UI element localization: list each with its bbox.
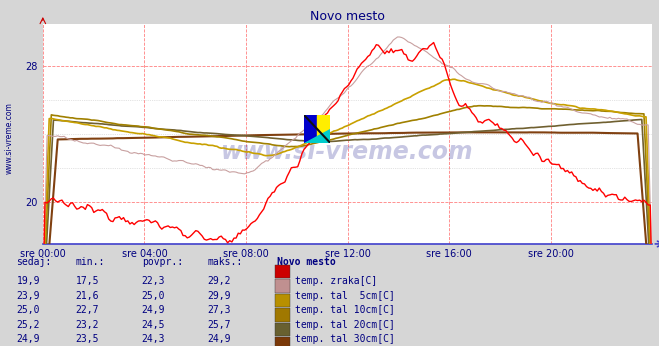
Text: 24,5: 24,5 bbox=[142, 320, 165, 330]
Title: Novo mesto: Novo mesto bbox=[310, 10, 385, 23]
Text: 25,7: 25,7 bbox=[208, 320, 231, 330]
Text: 27,3: 27,3 bbox=[208, 305, 231, 315]
Polygon shape bbox=[304, 129, 330, 143]
Bar bbox=[304, 116, 317, 143]
Text: temp. tal 30cm[C]: temp. tal 30cm[C] bbox=[295, 334, 395, 344]
Text: temp. tal 20cm[C]: temp. tal 20cm[C] bbox=[295, 320, 395, 330]
Text: maks.:: maks.: bbox=[208, 257, 243, 267]
Text: temp. tal 10cm[C]: temp. tal 10cm[C] bbox=[295, 305, 395, 315]
FancyBboxPatch shape bbox=[275, 279, 290, 293]
Text: 23,9: 23,9 bbox=[16, 291, 40, 301]
Text: min.:: min.: bbox=[76, 257, 105, 267]
Text: 25,0: 25,0 bbox=[16, 305, 40, 315]
Text: temp. tal  5cm[C]: temp. tal 5cm[C] bbox=[295, 291, 395, 301]
Text: 29,9: 29,9 bbox=[208, 291, 231, 301]
Text: temp. zraka[C]: temp. zraka[C] bbox=[295, 276, 378, 286]
Text: 24,9: 24,9 bbox=[16, 334, 40, 344]
Text: 29,2: 29,2 bbox=[208, 276, 231, 286]
Text: povpr.:: povpr.: bbox=[142, 257, 183, 267]
Text: www.si-vreme.com: www.si-vreme.com bbox=[221, 140, 474, 164]
Text: 23,2: 23,2 bbox=[76, 320, 100, 330]
Text: www.si-vreme.com: www.si-vreme.com bbox=[5, 102, 14, 174]
Text: Novo mesto: Novo mesto bbox=[277, 257, 335, 267]
FancyBboxPatch shape bbox=[275, 323, 290, 336]
Text: 25,2: 25,2 bbox=[16, 320, 40, 330]
FancyBboxPatch shape bbox=[275, 294, 290, 307]
Text: 24,9: 24,9 bbox=[142, 305, 165, 315]
Text: sedaj:: sedaj: bbox=[16, 257, 51, 267]
Text: 21,6: 21,6 bbox=[76, 291, 100, 301]
FancyBboxPatch shape bbox=[275, 265, 290, 278]
Text: 25,0: 25,0 bbox=[142, 291, 165, 301]
Text: 19,9: 19,9 bbox=[16, 276, 40, 286]
FancyBboxPatch shape bbox=[275, 308, 290, 322]
Text: 23,5: 23,5 bbox=[76, 334, 100, 344]
Text: 17,5: 17,5 bbox=[76, 276, 100, 286]
Text: 22,3: 22,3 bbox=[142, 276, 165, 286]
Text: 24,9: 24,9 bbox=[208, 334, 231, 344]
Text: 24,3: 24,3 bbox=[142, 334, 165, 344]
FancyBboxPatch shape bbox=[275, 337, 290, 346]
Text: 22,7: 22,7 bbox=[76, 305, 100, 315]
Bar bbox=[317, 116, 330, 143]
